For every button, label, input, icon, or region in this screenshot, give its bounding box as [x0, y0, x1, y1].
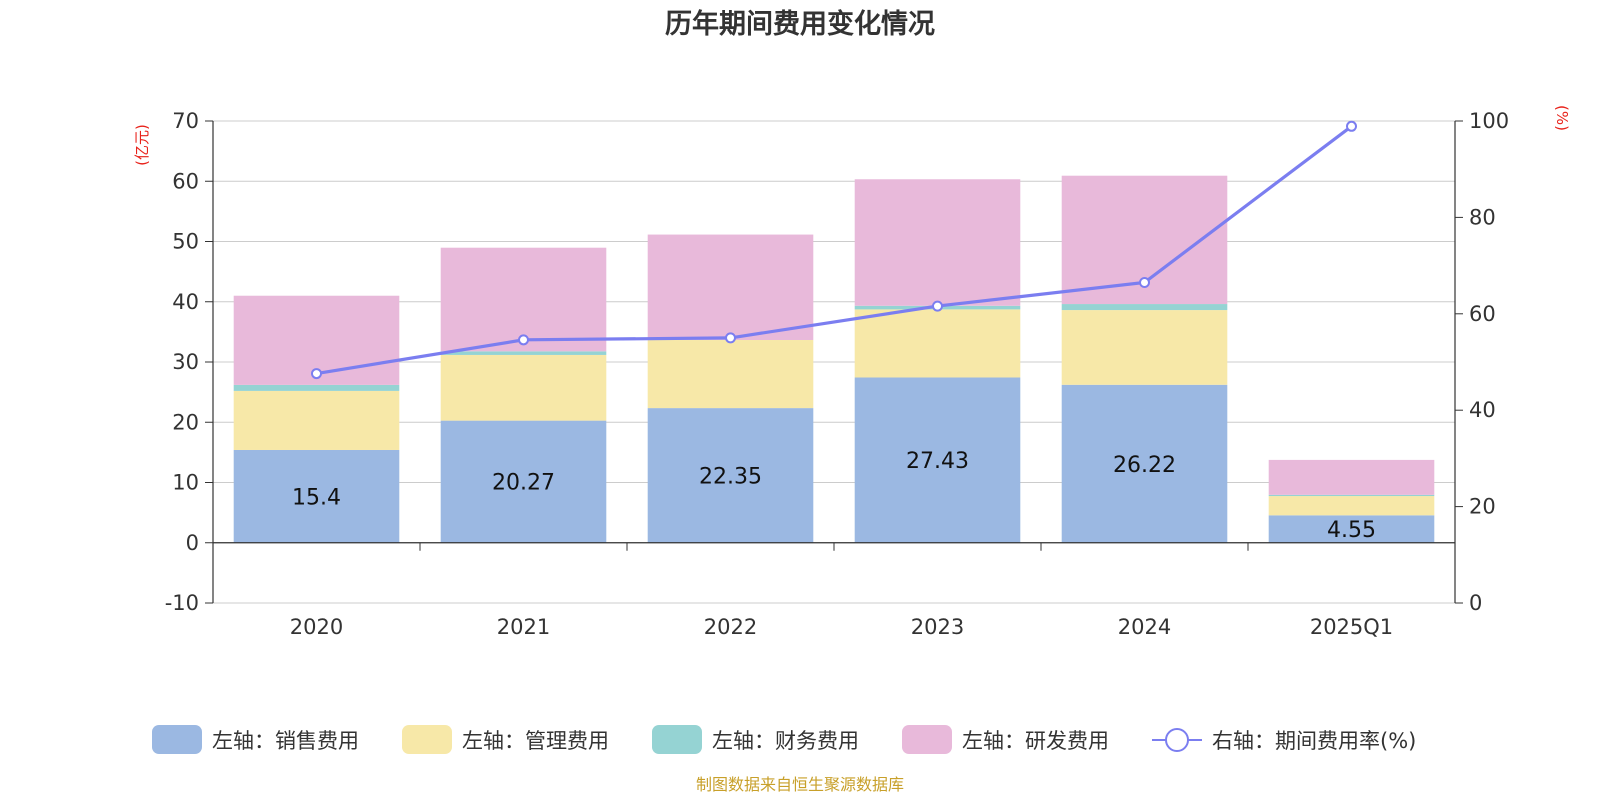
rate-point [932, 300, 943, 312]
data-label: 20.27 [492, 471, 555, 496]
legend-label: 左轴：管理费用 [462, 729, 609, 753]
left-axis-tick-label: 10 [172, 471, 199, 495]
bar-segment [1268, 496, 1435, 516]
rate-point [518, 334, 529, 346]
x-axis-tick-label: 2023 [911, 615, 964, 639]
right-axis-tick-label: 60 [1469, 302, 1496, 326]
legend-swatch [902, 725, 952, 754]
source-note: 制图数据来自恒生聚源数据库 [696, 775, 904, 794]
left-axis-tick-label: 30 [172, 350, 199, 374]
left-axis-tick-label: 0 [186, 531, 199, 555]
rate-point [311, 368, 322, 380]
bar-segment [440, 351, 607, 355]
left-axis-tick-label: 60 [172, 169, 199, 193]
bar-segment [233, 449, 400, 543]
bar-series [233, 175, 1435, 543]
axes: -10 0 10 20 30 40 50 60 70 0 20 40 60 80 100 2020 2021 20… [165, 109, 1509, 639]
right-axis-tick-label: 20 [1469, 495, 1496, 519]
x-axis-tick-label: 2020 [290, 615, 343, 639]
legend: 左轴：销售费用 左轴：管理费用 左轴：财务费用 左轴：研发费用 右轴：期间费用率(%) [152, 725, 1416, 754]
left-axis-tick-label: 20 [172, 410, 199, 434]
bar-segment [1268, 459, 1435, 495]
rate-point [1139, 276, 1150, 288]
line-series [311, 120, 1357, 380]
rate-line [316, 125, 1353, 376]
left-axis-unit: (亿元) [133, 124, 151, 166]
bar-segment [854, 179, 1021, 306]
bar-segment [854, 309, 1021, 378]
legend-label: 右轴：期间费用率(%) [1212, 729, 1416, 753]
bar-segment [440, 420, 607, 543]
data-labels: 15.4 20.27 22.35 27.43 26.22 4.55 [292, 449, 1376, 543]
bar-segment [647, 234, 814, 341]
bar-segment [647, 408, 814, 543]
x-axis-tick-label: 2025Q1 [1310, 615, 1393, 639]
x-axis-tick-label: 2021 [497, 615, 550, 639]
bar-segment [1061, 310, 1228, 385]
x-axis-tick-label: 2022 [704, 615, 757, 639]
bar-segment [1268, 494, 1435, 497]
legend-swatch [652, 725, 702, 754]
right-axis-tick-label: 0 [1469, 591, 1482, 615]
bar-segment [854, 377, 1021, 543]
legend-swatch [152, 725, 202, 754]
bar-segment [233, 384, 400, 391]
right-axis-unit: (%) [1553, 105, 1571, 131]
rate-point [725, 332, 736, 344]
right-axis-tick-label: 100 [1469, 109, 1509, 133]
bar-segment [1061, 384, 1228, 543]
data-label: 27.43 [906, 449, 969, 474]
bar-segment [1061, 304, 1228, 311]
bar-segment [440, 354, 607, 421]
bar-segment [1268, 515, 1435, 543]
legend-label: 左轴：财务费用 [712, 729, 859, 753]
left-axis-tick-label: 40 [172, 290, 199, 314]
rate-point [1346, 120, 1357, 132]
left-axis-tick-label: -10 [165, 591, 199, 615]
left-axis-tick-label: 70 [172, 109, 199, 133]
data-label: 15.4 [292, 485, 341, 510]
right-axis-tick-label: 80 [1469, 205, 1496, 229]
legend-line-marker [1165, 728, 1189, 752]
x-axis-tick-label: 2024 [1118, 615, 1171, 639]
bar-segment [440, 247, 607, 352]
right-axis-tick-label: 40 [1469, 398, 1496, 422]
data-label: 4.55 [1327, 518, 1376, 543]
left-axis-tick-label: 50 [172, 230, 199, 254]
data-label: 22.35 [699, 464, 762, 489]
legend-swatch [402, 725, 452, 754]
data-label: 26.22 [1113, 453, 1176, 478]
chart-title: 历年期间费用变化情况 [665, 8, 935, 40]
bar-segment [647, 340, 814, 409]
legend-label: 左轴：销售费用 [212, 729, 359, 753]
legend-label: 左轴：研发费用 [962, 729, 1109, 753]
bar-segment [233, 390, 400, 450]
